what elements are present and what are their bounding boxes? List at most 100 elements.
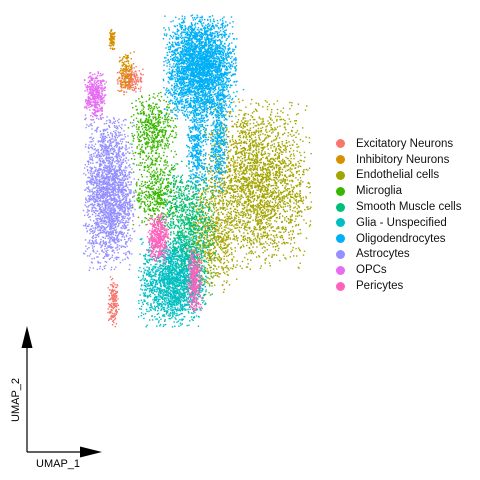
point <box>140 104 143 106</box>
point <box>276 112 279 114</box>
point <box>281 160 283 162</box>
point <box>110 302 113 305</box>
point <box>159 130 161 132</box>
point <box>175 153 177 156</box>
point <box>116 312 118 314</box>
point <box>115 303 118 305</box>
point <box>129 78 131 80</box>
point <box>255 192 257 194</box>
point <box>142 68 144 70</box>
point <box>266 169 268 172</box>
point <box>230 184 232 187</box>
point <box>200 257 202 260</box>
point <box>221 241 223 243</box>
point <box>305 197 307 199</box>
point <box>151 215 153 217</box>
point <box>158 195 160 197</box>
point <box>299 151 301 154</box>
point <box>213 179 216 182</box>
point <box>262 106 264 108</box>
point <box>221 196 223 198</box>
point <box>157 115 160 117</box>
point <box>288 231 290 234</box>
point <box>244 155 246 157</box>
point <box>171 164 173 166</box>
point <box>290 222 292 224</box>
point <box>287 165 289 167</box>
point <box>236 203 238 206</box>
point <box>244 238 247 240</box>
point <box>205 220 207 222</box>
point <box>241 210 244 213</box>
point <box>254 160 256 163</box>
point <box>302 202 304 205</box>
point <box>276 196 278 199</box>
point <box>184 186 187 189</box>
point <box>263 185 265 187</box>
point <box>162 131 164 133</box>
point <box>253 239 255 241</box>
point <box>289 162 292 165</box>
point <box>249 201 251 203</box>
point <box>116 72 119 74</box>
point <box>135 109 138 111</box>
point <box>255 109 258 111</box>
point <box>113 298 115 301</box>
point <box>173 165 176 167</box>
point <box>251 193 254 195</box>
point <box>285 146 287 149</box>
point <box>114 35 116 38</box>
point <box>152 123 154 125</box>
point <box>155 122 157 124</box>
point <box>157 180 159 183</box>
point <box>108 303 110 306</box>
point <box>163 136 165 138</box>
point <box>283 231 285 233</box>
point <box>243 142 245 144</box>
point <box>280 150 282 153</box>
point <box>165 186 167 189</box>
point <box>292 139 294 141</box>
point <box>137 87 140 90</box>
point <box>265 209 268 211</box>
point <box>205 279 207 282</box>
point <box>141 185 143 188</box>
point <box>235 140 237 143</box>
point <box>240 109 242 112</box>
point <box>147 142 149 145</box>
point <box>132 196 134 198</box>
point <box>290 184 292 186</box>
point <box>252 181 254 183</box>
point <box>136 181 138 184</box>
point <box>131 71 133 73</box>
point <box>120 67 122 70</box>
point <box>246 166 248 168</box>
point <box>147 152 150 154</box>
point <box>112 289 114 291</box>
point <box>251 197 253 199</box>
point <box>251 137 253 140</box>
point <box>157 195 159 197</box>
point <box>152 96 154 98</box>
point <box>200 278 203 280</box>
point <box>204 132 207 134</box>
point <box>250 250 253 252</box>
point <box>154 208 156 210</box>
point <box>124 85 127 87</box>
point <box>131 84 133 87</box>
point <box>145 205 147 207</box>
point <box>109 41 112 44</box>
point <box>145 155 147 157</box>
point <box>220 237 223 239</box>
point <box>259 225 261 227</box>
point <box>109 32 111 34</box>
point <box>298 214 301 217</box>
point <box>218 179 221 181</box>
point <box>164 168 166 170</box>
point <box>254 237 256 239</box>
point <box>153 126 155 129</box>
point <box>255 165 257 167</box>
point <box>166 113 168 115</box>
point <box>247 198 249 200</box>
point <box>256 177 259 179</box>
